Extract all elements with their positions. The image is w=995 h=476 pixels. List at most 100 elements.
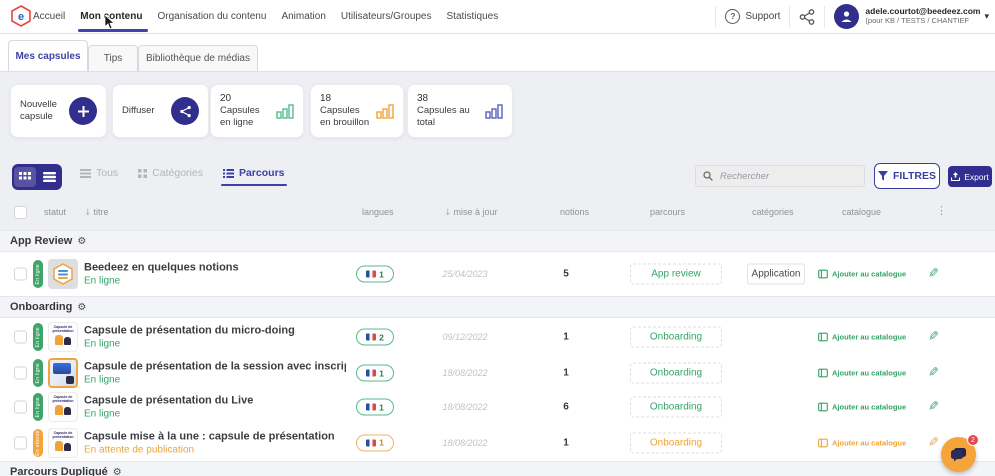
capsule-title[interactable]: Capsule de présentation du micro-doing <box>84 325 346 337</box>
parcours-pill[interactable]: App review <box>630 264 722 285</box>
flag-icon <box>366 271 376 278</box>
grid-view-icon[interactable] <box>14 167 36 187</box>
column-options-icon[interactable]: ⋮ <box>936 204 947 217</box>
table-row[interactable]: En ligne Beedeez en quelques notions En … <box>0 252 995 297</box>
divider <box>789 6 790 28</box>
row-checkbox[interactable] <box>14 367 27 380</box>
table-row[interactable]: En ligne Capsule de présentation de la s… <box>0 356 995 391</box>
category-pill[interactable]: Application <box>747 264 805 285</box>
diffuse-button[interactable] <box>171 97 199 125</box>
capsule-thumbnail[interactable]: Capsule de présentation <box>48 428 78 458</box>
divider <box>715 6 716 28</box>
capsule-thumbnail[interactable]: Capsule de présentation <box>48 392 78 422</box>
tab-bibliotheque-medias[interactable]: Bibliothèque de médias <box>138 45 258 71</box>
add-to-catalogue-button[interactable]: Ajouter au catalogue <box>818 438 906 447</box>
notions-count: 5 <box>546 269 586 280</box>
gear-icon[interactable]: ⚙ <box>77 236 86 247</box>
add-to-catalogue-button[interactable]: Ajouter au catalogue <box>818 403 906 412</box>
tab-label: Bibliothèque de médias <box>146 53 250 64</box>
add-to-catalogue-button[interactable]: Ajouter au catalogue <box>818 333 906 342</box>
user-account-menu[interactable]: adele.courtot@beedeez.com (pour KB / TES… <box>865 7 980 25</box>
capsule-thumbnail[interactable]: Capsule de présentation <box>48 322 78 352</box>
capsule-title[interactable]: Capsule de présentation du Live <box>84 395 346 407</box>
edit-icon[interactable]: ✎ <box>928 435 939 450</box>
col-notions[interactable]: notions <box>560 207 589 217</box>
flag-icon <box>366 370 376 377</box>
share-network-icon[interactable] <box>799 9 815 25</box>
filter-tab-categories[interactable]: Catégories <box>138 167 203 179</box>
user-avatar[interactable] <box>834 4 859 29</box>
section-name: Parcours Dupliqué <box>10 466 108 476</box>
table-row[interactable]: En ligne Capsule de présentation Capsule… <box>0 318 995 357</box>
section-name: App Review <box>10 235 72 247</box>
col-langues[interactable]: langues <box>362 207 394 217</box>
diffuse-label: Diffuser <box>122 105 155 117</box>
add-to-catalogue-button[interactable]: Ajouter au catalogue <box>818 270 906 279</box>
capsule-title[interactable]: Beedeez en quelques notions <box>84 262 346 274</box>
characters-illustration <box>55 441 71 451</box>
catalogue-book-icon <box>818 403 828 412</box>
search-box[interactable] <box>695 165 865 187</box>
capsule-title[interactable]: Capsule de présentation de la session av… <box>84 361 346 373</box>
edit-icon[interactable]: ✎ <box>928 330 939 345</box>
sort-down-icon: ↓ <box>84 208 92 218</box>
edit-icon[interactable]: ✎ <box>928 366 939 381</box>
parcours-pill[interactable]: Onboarding <box>630 432 722 453</box>
row-checkbox[interactable] <box>14 268 27 281</box>
diffuse-card[interactable]: Diffuser <box>112 84 209 138</box>
filter-tab-label: Parcours <box>239 167 285 179</box>
add-capsule-button[interactable] <box>69 97 97 125</box>
export-button[interactable]: Export <box>948 166 992 187</box>
nav-item-organisation[interactable]: Organisation du contenu <box>157 11 266 22</box>
col-categories[interactable]: catégories <box>752 207 794 217</box>
select-all-checkbox[interactable] <box>14 206 27 219</box>
support-button[interactable]: ? Support <box>725 9 780 24</box>
filter-tab-tous[interactable]: Tous <box>80 167 118 179</box>
section-header-app-review[interactable]: App Review ⚙ <box>0 230 995 252</box>
new-capsule-card[interactable]: Nouvelle capsule <box>10 84 107 138</box>
list-view-icon[interactable] <box>38 167 60 187</box>
table-header: statut ↓titre langues ↓mise à jour notio… <box>0 203 995 225</box>
view-mode-toggle[interactable] <box>12 164 62 190</box>
nav-item-accueil[interactable]: Accueil <box>33 11 65 22</box>
beedeez-logo-icon[interactable]: e <box>10 5 32 27</box>
status-pill: En ligne <box>33 359 43 387</box>
col-catalogue[interactable]: catalogue <box>842 207 881 217</box>
col-statut[interactable]: statut <box>44 207 66 217</box>
table-row[interactable]: En ligne Capsule de présentation Capsule… <box>0 390 995 425</box>
gear-icon[interactable]: ⚙ <box>77 302 86 313</box>
section-header-onboarding[interactable]: Onboarding ⚙ <box>0 296 995 318</box>
capsule-thumbnail-selected[interactable] <box>48 358 78 388</box>
row-checkbox[interactable] <box>14 331 27 344</box>
parcours-pill[interactable]: Onboarding <box>630 397 722 418</box>
question-mark-icon: ? <box>725 9 740 24</box>
col-mise-a-jour[interactable]: ↓mise à jour <box>444 207 498 218</box>
row-checkbox[interactable] <box>14 401 27 414</box>
nav-item-utilisateurs[interactable]: Utilisateurs/Groupes <box>341 11 432 22</box>
share-icon <box>179 105 192 118</box>
table-row[interactable]: En attente Capsule de présentation Capsu… <box>0 424 995 462</box>
filters-button[interactable]: FILTRES <box>874 163 940 189</box>
languages-badge: 1 <box>356 399 394 416</box>
tab-mes-capsules[interactable]: Mes capsules <box>8 40 88 71</box>
search-input[interactable] <box>718 170 842 183</box>
add-to-catalogue-button[interactable]: Ajouter au catalogue <box>818 369 906 378</box>
gear-icon[interactable]: ⚙ <box>113 467 122 476</box>
section-header-parcours-duplique[interactable]: Parcours Dupliqué ⚙ <box>0 461 995 476</box>
stat-card-draft: 18 Capsules en brouillon <box>310 84 404 138</box>
col-parcours[interactable]: parcours <box>650 207 685 217</box>
chevron-down-icon[interactable]: ▾ <box>984 12 989 22</box>
capsule-thumbnail[interactable] <box>48 259 78 289</box>
chat-widget-button[interactable]: 2 <box>941 437 976 472</box>
filter-tab-parcours[interactable]: Parcours <box>223 167 285 179</box>
row-checkbox[interactable] <box>14 436 27 449</box>
parcours-pill[interactable]: Onboarding <box>630 363 722 384</box>
capsule-title[interactable]: Capsule mise à la une : capsule de prése… <box>84 430 346 442</box>
nav-item-statistiques[interactable]: Statistiques <box>447 11 499 22</box>
edit-icon[interactable]: ✎ <box>928 267 939 282</box>
parcours-pill[interactable]: Onboarding <box>630 327 722 348</box>
col-titre[interactable]: ↓titre <box>84 207 109 218</box>
edit-icon[interactable]: ✎ <box>928 400 939 415</box>
nav-item-animation[interactable]: Animation <box>281 11 325 22</box>
tab-tips[interactable]: Tips <box>88 45 138 71</box>
